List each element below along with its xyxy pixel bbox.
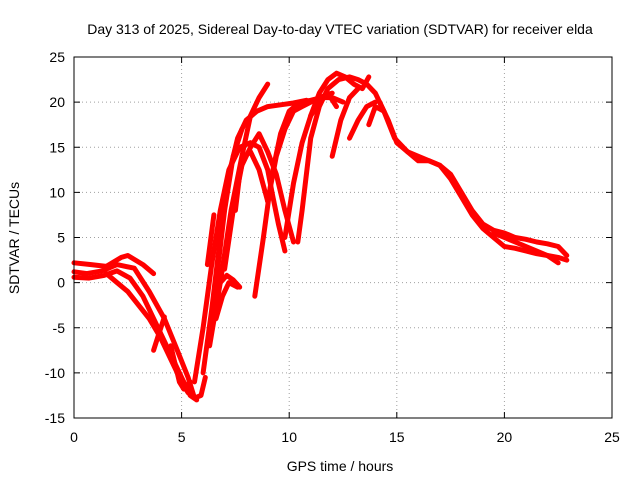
y-tick-label: 0: [57, 275, 65, 291]
series-line-arc-13: [204, 212, 217, 268]
y-tick-label: -5: [53, 320, 66, 336]
y-tick-label: 10: [49, 184, 65, 200]
series-line-arc-15: [232, 149, 271, 213]
y-tick-label: -15: [45, 410, 65, 426]
x-tick-label: 25: [604, 429, 620, 445]
series-line-arc-11: [213, 280, 241, 322]
series-line-arc-12: [217, 272, 243, 290]
y-axis-label: SDTVAR / TECUs: [6, 182, 22, 294]
series-line-arc-6: [151, 314, 167, 353]
y-tick-label: 5: [57, 230, 65, 246]
x-tick-label: 5: [178, 429, 186, 445]
y-tick-label: 20: [49, 94, 65, 110]
series-group: [71, 70, 570, 403]
x-tick-label: 15: [389, 429, 405, 445]
series-line-arc-10: [209, 126, 245, 322]
x-tick-label: 10: [281, 429, 297, 445]
series-line-arc-1: [71, 253, 157, 277]
x-tick-label: 0: [70, 429, 78, 445]
y-tick-label: -10: [45, 365, 65, 381]
series-line-arc-21: [329, 86, 361, 159]
y-tick-label: 15: [49, 139, 65, 155]
series-line-arc-24: [377, 99, 570, 258]
series-line-arc-2: [71, 262, 208, 401]
y-tick-label: 25: [49, 49, 65, 65]
x-axis-label: GPS time / hours: [287, 458, 394, 474]
series-line-arc-19: [295, 74, 387, 245]
chart-title: Day 313 of 2025, Sidereal Day-to-day VTE…: [87, 21, 593, 37]
x-tick-label: 20: [497, 429, 513, 445]
series-line-arc-5: [168, 343, 193, 392]
tick-labels: 0 5 10 15 20 25 -15 -10 -5 0 5 10 15 20 25: [45, 49, 620, 445]
series-line-arc-20: [308, 70, 372, 119]
series-line-arc-25: [491, 230, 561, 266]
ticks: [73, 56, 613, 419]
series-line-arc-22: [347, 99, 378, 141]
